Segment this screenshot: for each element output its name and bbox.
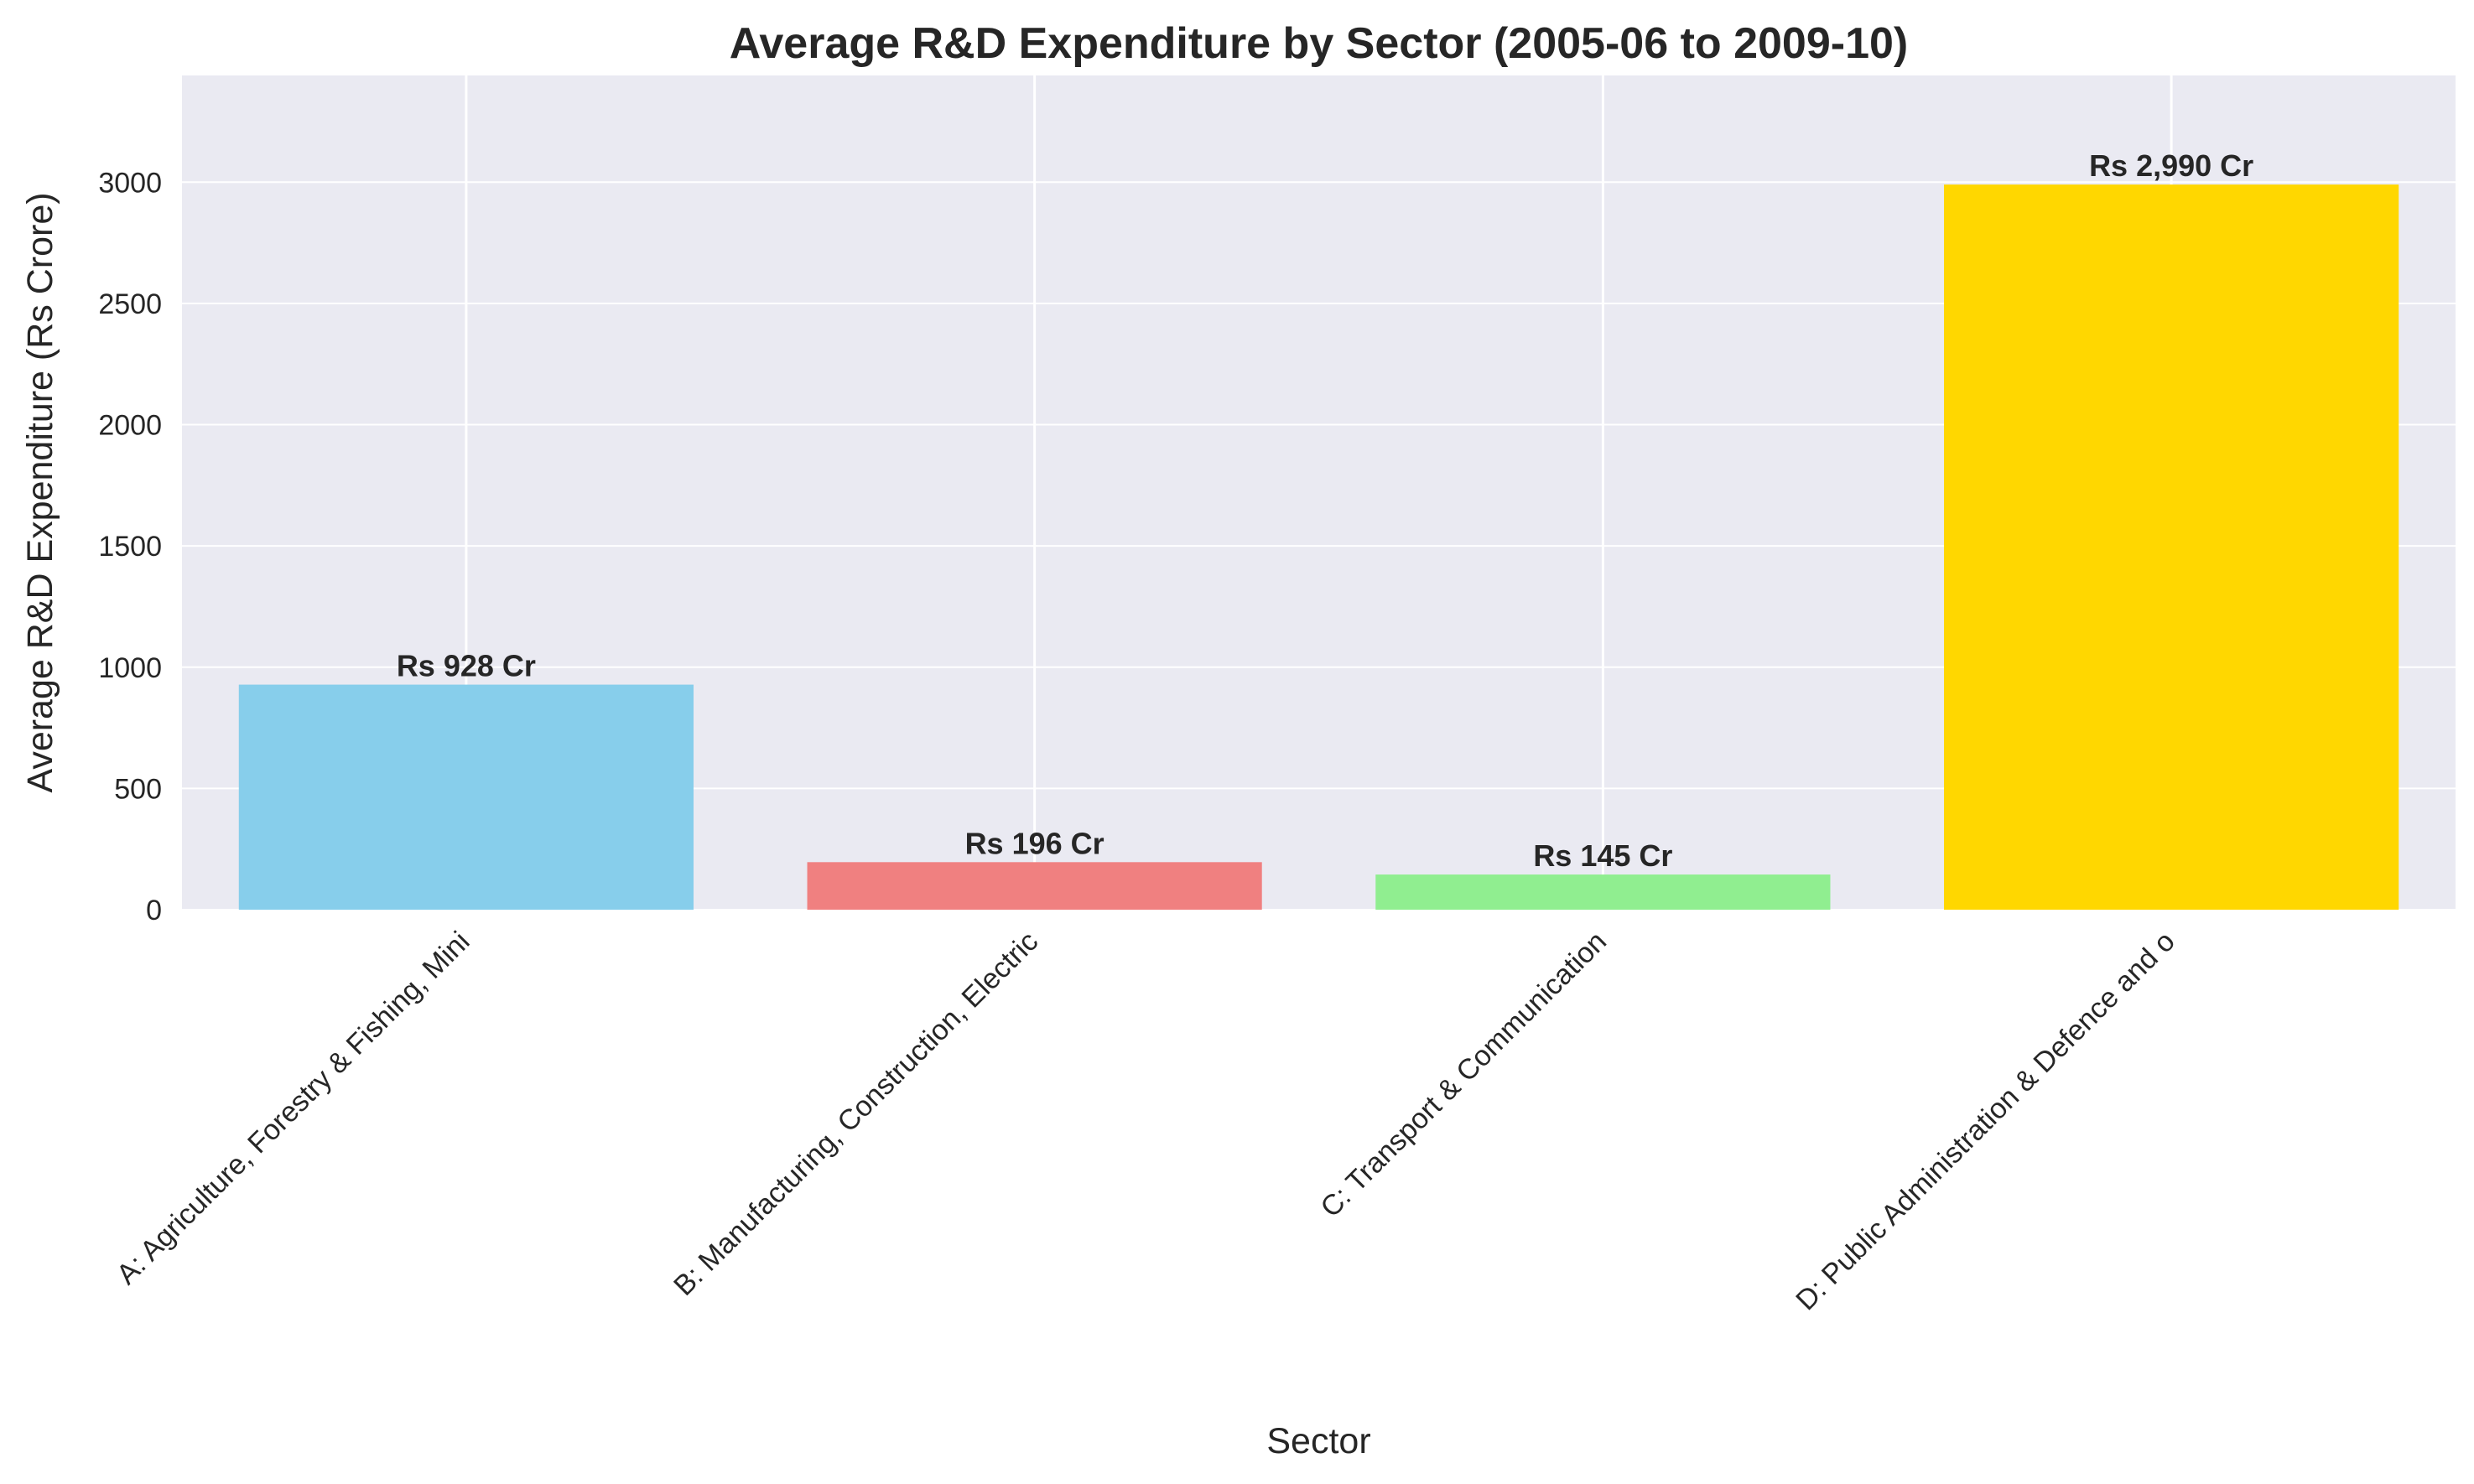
- chart-title: Average R&D Expenditure by Sector (2005-…: [730, 19, 1909, 68]
- y-tick-label: 1000: [98, 652, 162, 684]
- data-label-1: Rs 928 Cr: [397, 649, 536, 683]
- bar-1: [238, 684, 694, 910]
- bars: [238, 184, 2399, 910]
- x-tick-label: D: Public Administration & Defence and o: [1790, 926, 2181, 1317]
- data-label-2: Rs 196 Cr: [965, 826, 1104, 860]
- y-axis-ticks: 0 500 1000 1500 2000 2500 3000: [98, 167, 162, 926]
- bar-3: [1375, 874, 1831, 910]
- data-label-3: Rs 145 Cr: [1533, 838, 1672, 873]
- data-labels: Rs 928 Cr Rs 196 Cr Rs 145 Cr Rs 2,990 Cr: [397, 148, 2253, 873]
- y-tick-label: 2000: [98, 410, 162, 442]
- y-axis-label: Average R&D Expenditure (Rs Crore): [20, 192, 60, 792]
- y-tick-label: 1500: [98, 531, 162, 563]
- y-tick-label: 500: [114, 773, 162, 805]
- y-tick-label: 0: [146, 895, 162, 926]
- y-tick-label: 3000: [98, 167, 162, 199]
- x-tick-label: C: Transport & Communication: [1314, 926, 1613, 1224]
- data-label-4: Rs 2,990 Cr: [2089, 148, 2253, 183]
- x-axis-ticks: A: Agriculture, Forestry & Fishing, Mini…: [111, 926, 2181, 1317]
- x-axis-label: Sector: [1266, 1421, 1370, 1461]
- x-tick-label: B: Manufacturing, Construction, Electric: [668, 926, 1044, 1302]
- bar-2: [807, 862, 1262, 910]
- y-tick-label: 2500: [98, 288, 162, 320]
- bar-4: [1944, 184, 2399, 910]
- x-tick-label: A: Agriculture, Forestry & Fishing, Mini: [111, 926, 476, 1291]
